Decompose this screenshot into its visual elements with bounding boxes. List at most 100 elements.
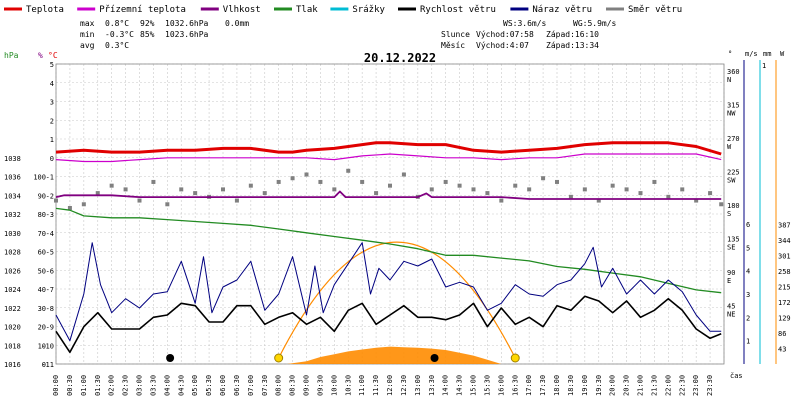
wind-direction-point bbox=[109, 183, 114, 188]
moon-label: Měsíc bbox=[441, 41, 465, 50]
pressure-tick: 1022 bbox=[4, 305, 21, 313]
x-tick-label: 05:00 bbox=[191, 375, 199, 396]
solar-tick: 258 bbox=[778, 268, 791, 276]
wind-direction-point bbox=[151, 179, 156, 184]
pressure-tick: 1024 bbox=[4, 286, 21, 294]
x-tick-label: 03:30 bbox=[149, 375, 157, 396]
wind-direction-point bbox=[596, 198, 601, 203]
wind-direction-point bbox=[81, 202, 86, 207]
solar-axis-label: W bbox=[780, 50, 785, 58]
wind-tick: 6 bbox=[746, 221, 750, 229]
x-tick-label: 17:00 bbox=[525, 375, 533, 396]
x-tick-label: 15:30 bbox=[483, 375, 491, 396]
pressure-tick: 1016 bbox=[4, 361, 21, 369]
temperature-tick: -3 bbox=[46, 211, 54, 219]
x-tick-label: 07:30 bbox=[261, 375, 269, 396]
x-tick-label: 13:30 bbox=[428, 375, 436, 396]
x-tick-label: 11:00 bbox=[358, 375, 366, 396]
direction-tick: 315 bbox=[727, 102, 740, 110]
x-tick-label: 06:30 bbox=[233, 375, 241, 396]
wind-direction-point bbox=[248, 183, 253, 188]
direction-tick-compass: W bbox=[727, 143, 732, 151]
humidity-tick: 10 bbox=[38, 342, 46, 350]
stats-max-hum: 92% bbox=[140, 19, 155, 28]
solar-tick: 129 bbox=[778, 315, 791, 323]
direction-tick-compass: NE bbox=[727, 311, 735, 319]
solar-tick: 86 bbox=[778, 330, 786, 338]
legend-entry: Srážky bbox=[352, 5, 385, 15]
wind-direction-point bbox=[694, 198, 699, 203]
stats-avg-label: avg bbox=[80, 41, 95, 50]
x-tick-label: 19:00 bbox=[581, 375, 589, 396]
wind-direction-point bbox=[443, 179, 448, 184]
x-tick-label: 21:30 bbox=[650, 375, 658, 396]
stats-max-temp: 0.8°C bbox=[105, 19, 129, 28]
legend-entry: Náraz větru bbox=[532, 5, 592, 15]
wind-direction-point bbox=[374, 191, 379, 196]
x-tick-label: 12:00 bbox=[386, 375, 394, 396]
solar-tick: 172 bbox=[778, 299, 791, 307]
wind-direction-point bbox=[193, 191, 198, 196]
temperature-tick: -9 bbox=[46, 324, 54, 332]
wind-direction-point bbox=[555, 179, 559, 184]
humidity-tick: 100 bbox=[33, 174, 46, 182]
sunrise-marker bbox=[274, 353, 284, 363]
moon-rise: Východ:4:07 bbox=[476, 41, 529, 50]
wind-direction-point bbox=[527, 187, 532, 192]
wind-direction-point bbox=[582, 187, 587, 192]
wind-direction-point bbox=[304, 172, 309, 177]
wind-direction-point bbox=[262, 191, 267, 196]
pressure-tick: 1030 bbox=[4, 230, 21, 238]
wind-tick: 3 bbox=[746, 291, 750, 299]
x-tick-label: 10:00 bbox=[330, 375, 338, 396]
wind-direction-point bbox=[179, 187, 184, 192]
grid bbox=[55, 63, 725, 365]
temperature-tick: -4 bbox=[46, 230, 54, 238]
wind-direction-point bbox=[234, 198, 239, 203]
humidity-tick: 30 bbox=[38, 305, 46, 313]
wind-direction-point bbox=[332, 187, 337, 192]
x-tick-label: 02:00 bbox=[108, 375, 116, 396]
x-tick-label: 00:30 bbox=[66, 375, 74, 396]
x-tick-label: 11:30 bbox=[372, 375, 380, 396]
humidity-tick: 40 bbox=[38, 286, 46, 294]
x-tick-label: 20:30 bbox=[623, 375, 631, 396]
x-tick-label: 21:00 bbox=[637, 375, 645, 396]
wind-tick: 2 bbox=[746, 314, 750, 322]
direction-tick-compass: N bbox=[727, 76, 731, 84]
solar-tick: 301 bbox=[778, 253, 791, 261]
stats-min-label: min bbox=[80, 30, 95, 39]
legend-entry: Přízemní teplota bbox=[99, 5, 186, 15]
x-tick-label: 19:30 bbox=[595, 375, 603, 396]
sunset-marker bbox=[510, 353, 520, 363]
wind-speed-line bbox=[55, 295, 722, 354]
solar-radiation-area bbox=[287, 346, 502, 364]
legend-entry: Teplota bbox=[26, 5, 64, 15]
sun-rise: Východ:07:58 bbox=[476, 30, 534, 39]
direction-tick: 90 bbox=[727, 269, 735, 277]
x-tick-label: 23:30 bbox=[706, 375, 714, 396]
temperature-tick: 3 bbox=[50, 99, 54, 107]
humidity-tick: 60 bbox=[38, 249, 46, 257]
temperature-tick: -2 bbox=[46, 192, 54, 200]
humidity-line bbox=[55, 190, 722, 200]
x-tick-label: 06:00 bbox=[219, 375, 227, 396]
axes: hPa% °C1016101810201022102410261028103010… bbox=[4, 50, 791, 369]
wind-direction-point bbox=[610, 183, 615, 188]
x-tick-label: 04:00 bbox=[163, 375, 171, 396]
x-tick-label: 18:30 bbox=[567, 375, 575, 396]
x-tick-label: 22:30 bbox=[678, 375, 686, 396]
rain-axis-label: mm bbox=[763, 50, 771, 58]
wind-direction-point bbox=[318, 179, 323, 184]
wind-direction-point bbox=[54, 198, 58, 203]
x-axis-label: čas bbox=[730, 372, 743, 380]
wind-direction-point bbox=[541, 176, 546, 181]
pressure-tick: 1018 bbox=[4, 342, 21, 350]
solar-tick: 43 bbox=[778, 346, 786, 354]
wind-direction-point bbox=[457, 183, 462, 188]
stats-block: max 0.8°C 92% 1032.6hPa 0.0mm min -0.3°C… bbox=[80, 19, 617, 50]
wind-gust-line bbox=[55, 242, 722, 342]
temperature-tick: -6 bbox=[46, 267, 54, 275]
wind-direction-point bbox=[499, 198, 504, 203]
x-tick-label: 16:00 bbox=[497, 375, 505, 396]
